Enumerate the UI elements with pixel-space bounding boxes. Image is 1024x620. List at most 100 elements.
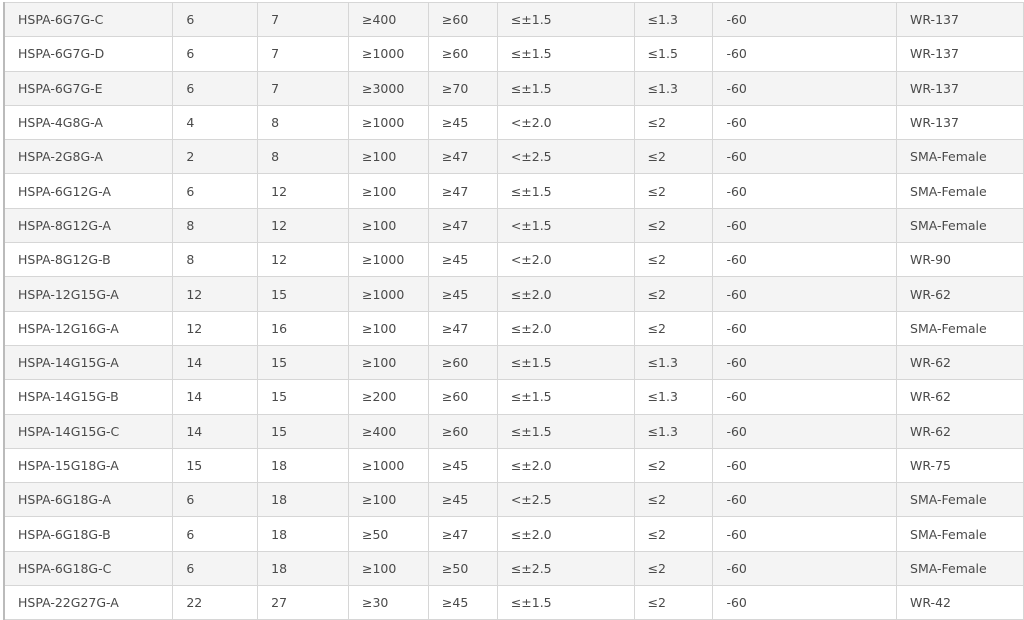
table-row: HSPA-2G8G-A 2 8 ≥100 ≥47 <±2.5 ≤2 -60 SMA-Female <box>3 139 1024 175</box>
cell-connector: WR-90 <box>896 242 1024 278</box>
cell-connector: SMA-Female <box>896 482 1024 518</box>
cell-stop-freq: 18 <box>257 447 349 484</box>
cell-gain-a: ≥100 <box>347 139 429 175</box>
cell-flatness: <±2.0 <box>496 242 635 278</box>
cell-model: HSPA-22G27G-A <box>3 585 174 620</box>
cell-vswr: ≤2 <box>633 585 714 620</box>
cell-connector: SMA-Female <box>896 516 1024 552</box>
table-row: HSPA-22G27G-A 22 27 ≥30 ≥45 ≤±1.5 ≤2 -60 WR-42 <box>3 585 1024 620</box>
cell-stop-freq: 12 <box>257 242 349 278</box>
cell-vswr: ≤2 <box>633 276 714 312</box>
cell-connector: SMA-Female <box>896 550 1024 587</box>
cell-temp: -60 <box>712 482 898 518</box>
cell-connector: WR-75 <box>896 447 1024 484</box>
cell-model: HSPA-6G18G-C <box>3 550 174 587</box>
cell-gain-b: ≥45 <box>427 276 498 312</box>
cell-temp: -60 <box>712 173 898 209</box>
cell-gain-b: ≥50 <box>427 550 498 587</box>
cell-flatness: <±2.5 <box>496 139 635 175</box>
cell-stop-freq: 15 <box>257 379 349 415</box>
cell-connector: WR-137 <box>896 70 1024 106</box>
cell-temp: -60 <box>712 585 898 620</box>
cell-vswr: ≤1.3 <box>633 344 714 381</box>
cell-gain-b: ≥47 <box>427 139 498 175</box>
cell-temp: -60 <box>712 104 898 141</box>
cell-flatness: ≤±2.5 <box>496 550 635 587</box>
cell-vswr: ≤2 <box>633 310 714 346</box>
cell-start-freq: 8 <box>172 207 259 244</box>
cell-flatness: ≤±1.5 <box>496 413 635 449</box>
cell-gain-a: ≥200 <box>347 379 429 415</box>
table-row: HSPA-6G18G-C 6 18 ≥100 ≥50 ≤±2.5 ≤2 -60 SMA-Fema… <box>3 550 1024 587</box>
cell-gain-a: ≥400 <box>347 413 429 449</box>
cell-model: HSPA-2G8G-A <box>3 139 174 175</box>
cell-connector: WR-62 <box>896 344 1024 381</box>
cell-flatness: ≤±1.5 <box>496 36 635 72</box>
cell-flatness: ≤±1.5 <box>496 173 635 209</box>
cell-stop-freq: 15 <box>257 344 349 381</box>
cell-temp: -60 <box>712 379 898 415</box>
cell-start-freq: 14 <box>172 379 259 415</box>
cell-model: HSPA-14G15G-A <box>3 344 174 381</box>
cell-vswr: ≤1.3 <box>633 379 714 415</box>
cell-vswr: ≤2 <box>633 447 714 484</box>
cell-stop-freq: 12 <box>257 207 349 244</box>
table-row: HSPA-6G18G-A 6 18 ≥100 ≥45 <±2.5 ≤2 -60 SMA-Fema… <box>3 482 1024 518</box>
cell-flatness: ≤±1.5 <box>496 70 635 106</box>
cell-stop-freq: 18 <box>257 482 349 518</box>
cell-stop-freq: 15 <box>257 276 349 312</box>
cell-model: HSPA-6G7G-E <box>3 70 174 106</box>
cell-connector: WR-62 <box>896 276 1024 312</box>
cell-temp: -60 <box>712 310 898 346</box>
cell-model: HSPA-8G12G-B <box>3 242 174 278</box>
cell-gain-a: ≥1000 <box>347 447 429 484</box>
cell-start-freq: 6 <box>172 482 259 518</box>
cell-flatness: ≤±2.0 <box>496 310 635 346</box>
cell-start-freq: 2 <box>172 139 259 175</box>
cell-vswr: ≤1.3 <box>633 70 714 106</box>
cell-connector: WR-137 <box>896 36 1024 72</box>
table-row: HSPA-14G15G-B 14 15 ≥200 ≥60 ≤±1.5 ≤1.3 -60 WR-6… <box>3 379 1024 415</box>
cell-gain-a: ≥3000 <box>347 70 429 106</box>
cell-vswr: ≤2 <box>633 516 714 552</box>
cell-model: HSPA-6G12G-A <box>3 173 174 209</box>
cell-model: HSPA-15G18G-A <box>3 447 174 484</box>
cell-temp: -60 <box>712 70 898 106</box>
cell-temp: -60 <box>712 516 898 552</box>
cell-vswr: ≤2 <box>633 139 714 175</box>
cell-flatness: <±2.0 <box>496 104 635 141</box>
cell-temp: -60 <box>712 413 898 449</box>
cell-gain-b: ≥60 <box>427 413 498 449</box>
table-row: HSPA-6G7G-C 6 7 ≥400 ≥60 ≤±1.5 ≤1.3 -60 WR-137 <box>3 1 1024 38</box>
cell-vswr: ≤1.5 <box>633 36 714 72</box>
cell-flatness: ≤±2.0 <box>496 276 635 312</box>
product-spec-table: HSPA-6G7G-C 6 7 ≥400 ≥60 ≤±1.5 ≤1.3 -60 WR-137 HS… <box>3 1 1024 620</box>
cell-gain-b: ≥45 <box>427 585 498 620</box>
cell-gain-b: ≥47 <box>427 207 498 244</box>
cell-flatness: ≤±1.5 <box>496 585 635 620</box>
cell-temp: -60 <box>712 344 898 381</box>
cell-temp: -60 <box>712 447 898 484</box>
cell-model: HSPA-6G7G-C <box>3 1 174 38</box>
cell-flatness: ≤±2.0 <box>496 447 635 484</box>
cell-gain-a: ≥100 <box>347 482 429 518</box>
cell-start-freq: 15 <box>172 447 259 484</box>
cell-connector: SMA-Female <box>896 207 1024 244</box>
cell-start-freq: 12 <box>172 276 259 312</box>
cell-model: HSPA-4G8G-A <box>3 104 174 141</box>
cell-connector: WR-62 <box>896 379 1024 415</box>
cell-gain-a: ≥100 <box>347 344 429 381</box>
cell-model: HSPA-6G18G-A <box>3 482 174 518</box>
cell-start-freq: 12 <box>172 310 259 346</box>
cell-temp: -60 <box>712 242 898 278</box>
table-row: HSPA-4G8G-A 4 8 ≥1000 ≥45 <±2.0 ≤2 -60 WR-137 <box>3 104 1024 141</box>
table-row: HSPA-15G18G-A 15 18 ≥1000 ≥45 ≤±2.0 ≤2 -60 WR-75 <box>3 447 1024 484</box>
cell-gain-a: ≥1000 <box>347 104 429 141</box>
cell-vswr: ≤2 <box>633 173 714 209</box>
cell-gain-b: ≥47 <box>427 173 498 209</box>
cell-flatness: <±1.5 <box>496 207 635 244</box>
cell-gain-a: ≥1000 <box>347 36 429 72</box>
cell-connector: SMA-Female <box>896 173 1024 209</box>
cell-stop-freq: 18 <box>257 516 349 552</box>
cell-temp: -60 <box>712 1 898 38</box>
